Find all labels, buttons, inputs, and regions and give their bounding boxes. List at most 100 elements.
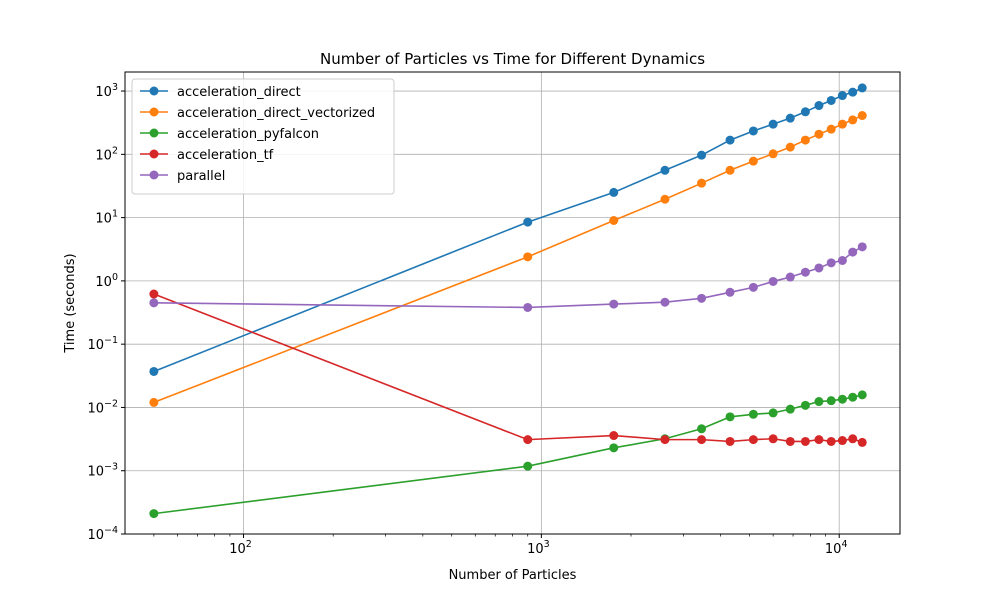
data-point [609,443,619,453]
data-point [857,437,867,447]
data-point [837,436,847,446]
series-line [153,293,863,444]
data-point [826,258,836,268]
data-point [814,397,824,407]
y-tick-label: 100 [95,272,118,290]
tick-layer: 102 103 104 10−4 10−3 10−2 10−1 100 101 102 103 [87,82,847,557]
data-point [748,126,758,136]
data-point [800,400,810,410]
y-tick-label: 10−4 [87,525,118,543]
data-point [785,272,795,282]
y-tick-label: 102 [95,145,118,163]
legend-label: acceleration_direct [177,85,301,100]
data-point [748,435,758,445]
data-point [609,299,619,309]
legend-label: acceleration_direct_vectorized [177,106,375,121]
data-point [523,461,533,471]
y-tick-label: 103 [95,82,118,100]
data-point [660,194,670,204]
y-tick-label: 10−2 [87,398,118,416]
data-point [826,124,836,134]
data-point [725,165,735,175]
data-point [523,252,533,262]
data-point [826,396,836,406]
y-axis-label: Time (seconds) [63,253,78,353]
x-axis-label: Number of Particles [449,568,577,583]
x-tick-label: 102 [229,539,252,557]
data-point [149,289,159,299]
data-point [149,397,159,407]
series-line [153,246,863,309]
data-point [697,150,707,160]
data-point [768,119,778,129]
data-point [149,366,159,376]
data-point [660,297,670,307]
data-point [848,115,858,125]
data-point [523,217,533,227]
legend-box [131,78,395,195]
data-point [768,434,778,444]
data-point [785,404,795,414]
data-point [785,142,795,152]
data-point [149,298,159,308]
data-point [826,95,836,105]
data-point [697,178,707,188]
legend-swatch-marker [149,128,159,138]
data-point [523,302,533,312]
legend-swatch-marker [149,107,159,117]
data-point [768,149,778,159]
data-point [837,91,847,101]
data-point [857,111,867,121]
data-point [697,435,707,445]
data-point [848,434,858,444]
x-tick-label: 104 [825,539,848,557]
data-point [748,409,758,419]
data-point [848,87,858,97]
legend-swatch-marker [149,170,159,180]
data-point [697,424,707,434]
data-point [748,282,758,292]
data-point [748,156,758,166]
legend-swatch-marker [149,149,159,159]
data-point [725,287,735,297]
legend-swatch-marker [149,86,159,96]
data-point [149,509,159,519]
data-point [725,436,735,446]
data-point [814,129,824,139]
data-point [800,135,810,145]
data-point [848,247,858,257]
data-point [814,263,824,273]
data-point [857,242,867,252]
data-point [609,431,619,441]
data-point [800,107,810,117]
data-point [523,435,533,445]
data-point [660,165,670,175]
data-point [848,392,858,402]
legend-label: acceleration_tf [177,148,274,163]
data-point [837,394,847,404]
data-point [609,187,619,197]
y-tick-label: 10−3 [87,462,118,480]
data-point [785,436,795,446]
data-point [826,436,836,446]
data-point [800,267,810,277]
y-tick-label: 101 [95,209,118,227]
data-point [725,135,735,145]
legend-label: parallel [177,169,225,184]
y-tick-label: 10−1 [87,335,118,353]
legend-label: acceleration_pyfalcon [177,127,319,142]
data-point [768,408,778,418]
data-point [609,216,619,225]
data-point [857,390,867,400]
x-tick-label: 103 [527,539,550,557]
data-point [697,293,707,303]
data-point [800,436,810,446]
data-point [837,119,847,129]
data-point [857,83,867,93]
data-point [814,435,824,445]
data-point [837,256,847,265]
data-point [814,101,824,111]
series-layer [149,83,867,519]
